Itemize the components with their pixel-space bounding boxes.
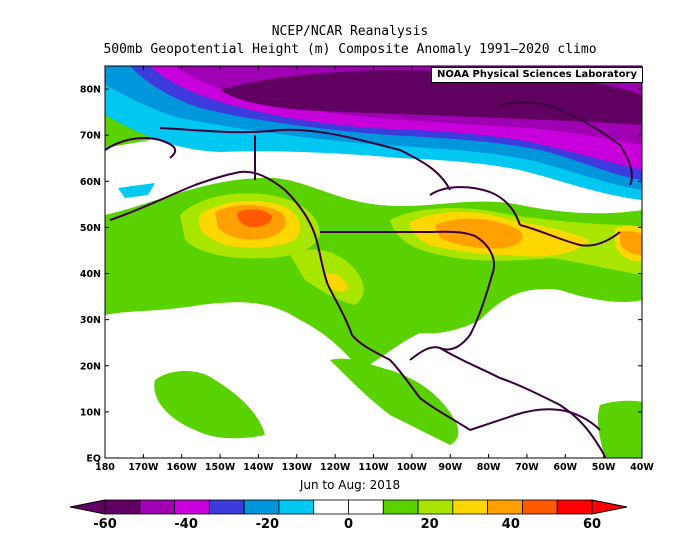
lat-label: 30N	[80, 315, 101, 326]
lon-label: 90W	[438, 462, 462, 473]
colorbar-label: 20	[421, 517, 439, 532]
colorbar-segment	[452, 499, 489, 515]
lat-label: 70N	[80, 131, 101, 142]
lat-label: 80N	[80, 85, 101, 96]
colorbar-segment	[522, 499, 558, 515]
longitude-axis: 180 170W 160W 150W 140W 130W 120W 110W 100W 90W 80…	[95, 66, 654, 473]
colorbar-label: 60	[583, 517, 601, 532]
chart-title-line2: 500mb Geopotential Height (m) Composite …	[103, 42, 597, 57]
lon-label: 160W	[167, 462, 198, 473]
lon-label: 110W	[358, 462, 389, 473]
colorbar-segment	[174, 499, 210, 515]
colorbar-min-arrow	[69, 499, 106, 515]
colorbar-label: 40	[502, 517, 520, 532]
colorbar-segment	[243, 499, 280, 515]
latitude-axis: 80N 70N 60N 50N 40N 30N 20N 10N EQ	[80, 85, 642, 465]
chart-title-line1: NCEP/NCAR Reanalysis	[271, 24, 429, 39]
anomaly-fill-neg-dark	[220, 70, 642, 125]
colorbar-segment	[487, 499, 523, 515]
lon-label: 180	[95, 462, 115, 473]
colorbar-segment	[313, 499, 349, 515]
lat-label: 20N	[80, 361, 101, 372]
anomaly-fill-50-60	[237, 209, 272, 228]
lat-label: 10N	[80, 407, 101, 418]
lat-label: 60N	[80, 177, 101, 188]
lon-label: 60W	[553, 462, 577, 473]
lon-label: 80W	[477, 462, 501, 473]
colorbar-segment	[382, 499, 419, 515]
credit-box: NOAA Physical Sciences Laboratory	[431, 67, 643, 83]
lon-label: 120W	[320, 462, 351, 473]
colorbar-label: -20	[256, 517, 280, 532]
lat-label: 50N	[80, 223, 101, 234]
colorbar-segment	[208, 499, 245, 515]
coastlines	[105, 101, 633, 458]
lon-label: 70W	[515, 462, 539, 473]
lon-label: 50W	[592, 462, 616, 473]
lat-label: 40N	[80, 269, 101, 280]
colorbar-segment	[348, 499, 384, 515]
lon-label: 40W	[630, 462, 654, 473]
lon-label: 130W	[282, 462, 313, 473]
colorbar: -60 -40 -20 0 20 40 60	[69, 499, 628, 532]
lon-label: 150W	[205, 462, 236, 473]
period-label: Jun to Aug: 2018	[299, 478, 401, 492]
colorbar-segment	[556, 499, 593, 515]
lon-label: 140W	[243, 462, 274, 473]
colorbar-label: -60	[93, 517, 117, 532]
lon-label: 170W	[128, 462, 159, 473]
lon-label: 100W	[397, 462, 428, 473]
colorbar-segment	[278, 499, 315, 515]
colorbar-segment	[417, 499, 454, 515]
colorbar-segment	[139, 499, 175, 515]
lat-label: EQ	[86, 454, 101, 465]
colorbar-segment	[104, 499, 141, 515]
colorbar-label: -40	[174, 517, 198, 532]
colorbar-max-arrow	[591, 499, 628, 515]
colorbar-label: 0	[344, 517, 353, 532]
